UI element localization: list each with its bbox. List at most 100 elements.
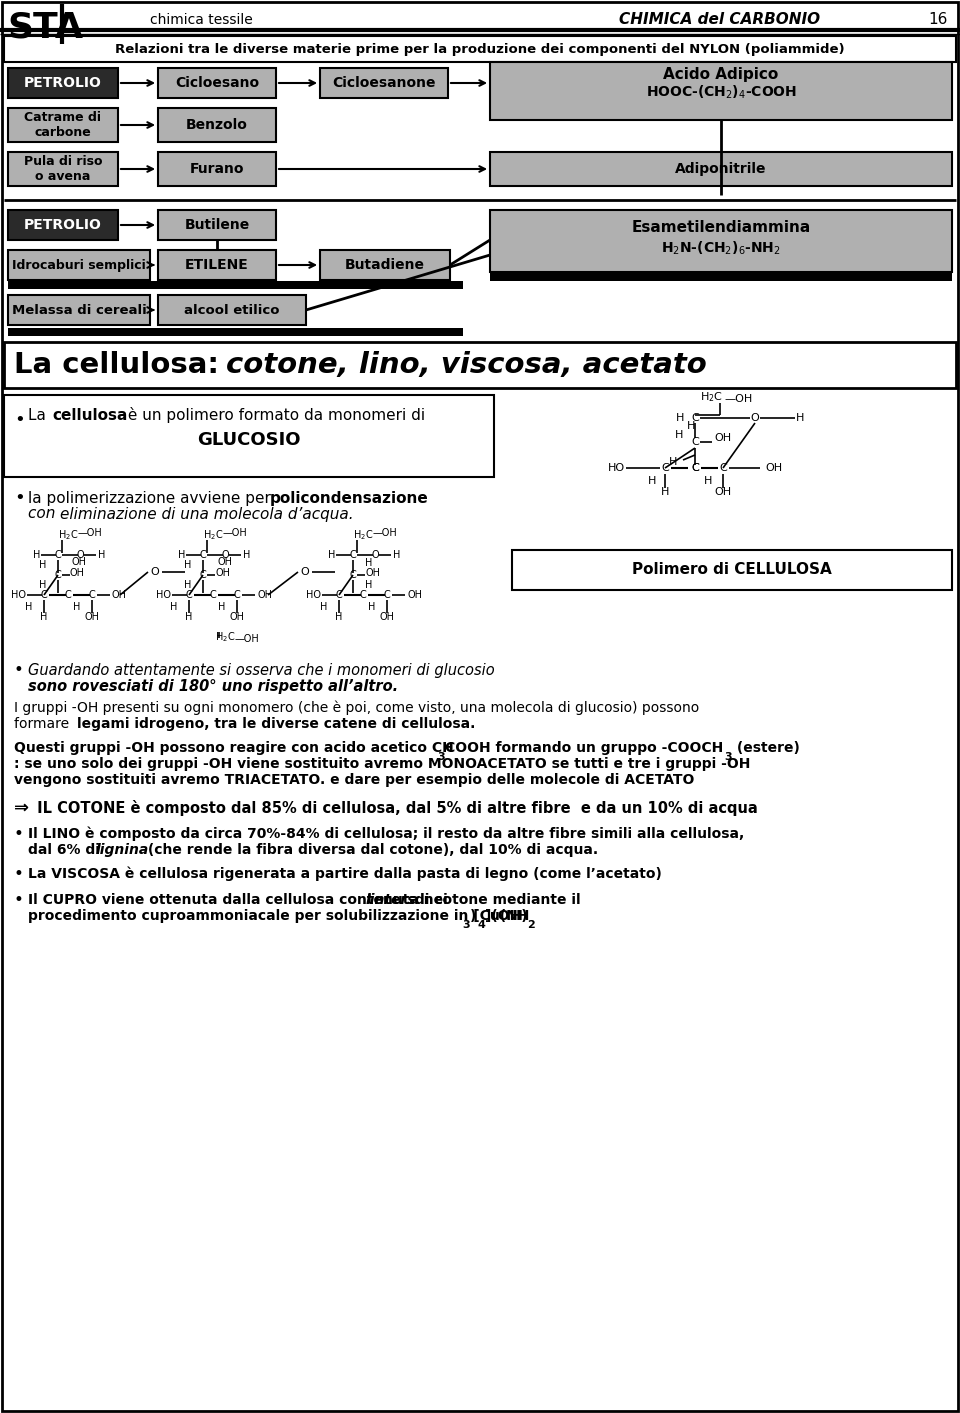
Text: Il LINO è composto da circa 70%-84% di cellulosa; il resto da altre fibre simili: Il LINO è composto da circa 70%-84% di c… bbox=[28, 827, 744, 841]
Text: sono rovesciati di 180° uno rispetto all’altro.: sono rovesciati di 180° uno rispetto all… bbox=[28, 678, 398, 694]
Text: C: C bbox=[691, 413, 699, 422]
Text: C: C bbox=[200, 569, 206, 579]
Text: di cotone mediante il: di cotone mediante il bbox=[410, 893, 581, 907]
Text: —OH: —OH bbox=[223, 528, 248, 538]
Text: C: C bbox=[349, 550, 356, 560]
Text: PETROLIO: PETROLIO bbox=[24, 218, 102, 232]
Text: dal 6% di: dal 6% di bbox=[28, 844, 105, 858]
Bar bbox=[4, 35, 956, 62]
Bar bbox=[158, 295, 306, 325]
Bar bbox=[4, 396, 494, 478]
Text: chimica tessile: chimica tessile bbox=[150, 13, 252, 27]
Text: Catrame di
carbone: Catrame di carbone bbox=[25, 112, 102, 138]
Text: I gruppi -OH presenti su ogni monomero (che è poi, come visto, una molecola di g: I gruppi -OH presenti su ogni monomero (… bbox=[14, 701, 699, 715]
Text: HO: HO bbox=[156, 591, 171, 601]
Text: H: H bbox=[25, 602, 32, 612]
Text: —OH: —OH bbox=[373, 528, 397, 538]
Text: H: H bbox=[243, 550, 251, 560]
Text: OH: OH bbox=[229, 612, 245, 622]
Text: C: C bbox=[200, 550, 206, 560]
Bar bbox=[8, 250, 150, 280]
Text: OH: OH bbox=[765, 463, 782, 473]
Text: Relazioni tra le diverse materie prime per la produzione dei componenti del NYLO: Relazioni tra le diverse materie prime p… bbox=[115, 42, 845, 55]
Text: H: H bbox=[38, 560, 46, 569]
Text: è un polimero formato da monomeri di: è un polimero formato da monomeri di bbox=[123, 407, 425, 422]
Text: H$_2$N-(CH$_2$)$_6$-NH$_2$: H$_2$N-(CH$_2$)$_6$-NH$_2$ bbox=[661, 239, 780, 257]
Text: COOH formando un gruppo -COOCH: COOH formando un gruppo -COOCH bbox=[445, 740, 723, 755]
Text: OH: OH bbox=[365, 568, 380, 578]
Text: vengono sostituiti avremo TRIACETATO. e dare per esempio delle molecole di ACETA: vengono sostituiti avremo TRIACETATO. e … bbox=[14, 773, 694, 787]
Text: Butilene: Butilene bbox=[184, 218, 250, 232]
Text: OH: OH bbox=[407, 591, 422, 601]
Text: HO: HO bbox=[306, 591, 321, 601]
Text: C: C bbox=[360, 591, 367, 601]
Text: Cicloesano: Cicloesano bbox=[175, 76, 259, 90]
Bar bbox=[320, 68, 448, 97]
Text: : se uno solo dei gruppi -OH viene sostituito avremo MONOACETATO se tutti e tre : : se uno solo dei gruppi -OH viene sosti… bbox=[14, 757, 751, 771]
Text: formare: formare bbox=[14, 716, 74, 731]
Text: H: H bbox=[218, 602, 225, 612]
Text: H: H bbox=[183, 579, 191, 591]
Text: La: La bbox=[28, 407, 51, 422]
Text: policondensazione: policondensazione bbox=[270, 490, 429, 506]
Text: HOOC-(CH$_2$)$_4$-COOH: HOOC-(CH$_2$)$_4$-COOH bbox=[645, 83, 797, 100]
Bar bbox=[490, 62, 952, 120]
Text: La cellulosa:: La cellulosa: bbox=[14, 350, 229, 379]
Text: O: O bbox=[76, 550, 84, 560]
Text: Melassa di cereali: Melassa di cereali bbox=[12, 304, 146, 317]
Text: H: H bbox=[170, 602, 177, 612]
Text: 4: 4 bbox=[477, 920, 485, 930]
Text: 3: 3 bbox=[462, 920, 469, 930]
Text: C: C bbox=[384, 591, 391, 601]
Text: H: H bbox=[320, 602, 327, 612]
Text: H: H bbox=[38, 579, 46, 591]
Bar bbox=[490, 153, 952, 187]
Text: 16: 16 bbox=[928, 11, 948, 27]
Text: C: C bbox=[691, 437, 699, 447]
Text: H: H bbox=[40, 612, 48, 622]
Text: Questi gruppi -OH possono reagire con acido acetico CH: Questi gruppi -OH possono reagire con ac… bbox=[14, 740, 454, 755]
Text: Acido Adipico: Acido Adipico bbox=[663, 66, 779, 82]
Bar bbox=[490, 271, 952, 281]
Bar bbox=[8, 211, 118, 240]
Text: •: • bbox=[14, 661, 24, 680]
Text: Pula di riso
o avena: Pula di riso o avena bbox=[24, 155, 103, 184]
Text: Il CUPRO viene ottenuta dalla cellulosa contenuta nei: Il CUPRO viene ottenuta dalla cellulosa … bbox=[28, 893, 452, 907]
Text: H: H bbox=[365, 558, 372, 568]
Text: GLUCOSIO: GLUCOSIO bbox=[197, 431, 300, 449]
Text: La VISCOSA è cellulosa rigenerata a partire dalla pasta di legno (come l’acetato: La VISCOSA è cellulosa rigenerata a part… bbox=[28, 866, 661, 882]
Text: C: C bbox=[233, 591, 240, 601]
Text: la polimerizzazione avviene per: la polimerizzazione avviene per bbox=[28, 490, 276, 506]
Text: •: • bbox=[14, 825, 24, 844]
Text: PETROLIO: PETROLIO bbox=[24, 76, 102, 90]
Bar bbox=[4, 4, 62, 48]
Text: H: H bbox=[185, 612, 193, 622]
Text: (estere): (estere) bbox=[732, 740, 800, 755]
Text: C: C bbox=[64, 591, 71, 601]
Bar bbox=[158, 68, 276, 97]
Text: OH: OH bbox=[112, 591, 127, 601]
Text: H: H bbox=[704, 476, 712, 486]
Text: O: O bbox=[221, 550, 228, 560]
Text: legami idrogeno, tra le diverse catene di cellulosa.: legami idrogeno, tra le diverse catene d… bbox=[77, 716, 475, 731]
Text: •: • bbox=[14, 865, 24, 883]
Bar bbox=[320, 250, 450, 280]
Text: lignina: lignina bbox=[96, 844, 149, 858]
Text: cellulosa: cellulosa bbox=[52, 407, 128, 422]
Text: O: O bbox=[300, 567, 309, 577]
Text: C: C bbox=[209, 591, 216, 601]
Text: O: O bbox=[372, 550, 379, 560]
Bar bbox=[490, 211, 952, 271]
Text: OH: OH bbox=[257, 591, 272, 601]
Text: C: C bbox=[336, 591, 343, 601]
Bar bbox=[158, 211, 276, 240]
Text: 3: 3 bbox=[437, 752, 444, 762]
Text: Adiponitrile: Adiponitrile bbox=[675, 162, 767, 177]
Text: OH: OH bbox=[714, 487, 732, 497]
Text: OH: OH bbox=[379, 612, 395, 622]
Text: OH: OH bbox=[714, 432, 732, 444]
Text: C: C bbox=[55, 550, 61, 560]
Text: H$_2$C: H$_2$C bbox=[58, 528, 79, 543]
Text: O: O bbox=[751, 413, 759, 422]
Text: STA: STA bbox=[7, 10, 83, 44]
